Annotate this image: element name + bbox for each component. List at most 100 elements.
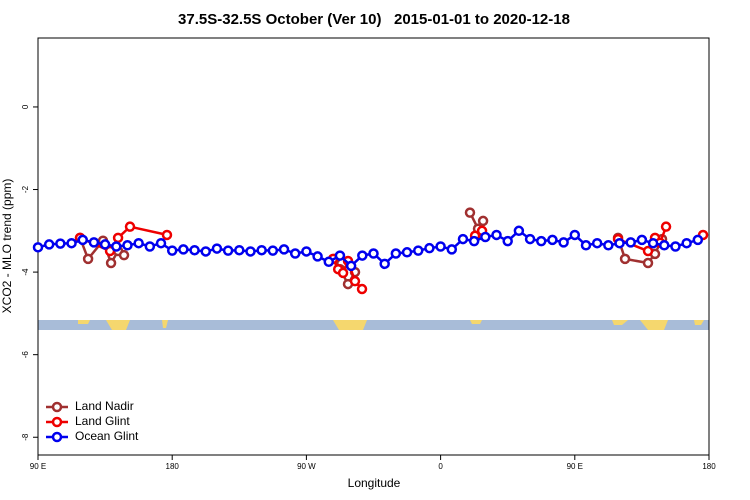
data-point <box>77 234 88 246</box>
data-point <box>636 234 648 246</box>
data-point <box>349 275 361 287</box>
data-point <box>659 240 670 251</box>
y-axis-label: XCO2 - MLO trend (ppm) <box>0 179 14 314</box>
data-point <box>211 243 223 254</box>
data-point <box>256 244 267 256</box>
data-point <box>642 245 654 257</box>
data-point <box>144 241 156 252</box>
y-tick-label: -6 <box>21 351 30 359</box>
data-point <box>424 242 435 254</box>
data-point <box>502 235 513 247</box>
data-point <box>435 241 446 252</box>
legend-marker <box>51 401 63 413</box>
data-point <box>118 249 130 261</box>
data-point <box>133 237 144 249</box>
x-tick-label: 90 E <box>30 462 46 471</box>
data-point <box>289 248 301 259</box>
land-strip <box>78 320 704 330</box>
chart-title: 37.5S-32.5S October (Ver 10) 2015-01-01 … <box>178 11 570 28</box>
data-point <box>513 225 525 237</box>
data-point <box>625 237 636 248</box>
data-point <box>390 248 402 259</box>
data-point <box>480 231 491 243</box>
y-tick-label: -2 <box>21 185 30 193</box>
data-point <box>32 242 44 253</box>
x-tick-label: 0 <box>438 462 443 471</box>
y-tick-label: 0 <box>21 104 30 109</box>
x-tick-label: 90 E <box>567 462 583 471</box>
map-strip <box>38 320 709 330</box>
data-point <box>43 239 55 250</box>
data-point <box>323 256 335 268</box>
y-tick-label: -4 <box>21 268 30 276</box>
x-tick-label: 180 <box>166 462 180 471</box>
data-point <box>112 232 124 244</box>
data-point <box>642 257 654 269</box>
data-point <box>161 229 173 241</box>
x-tick-label: 90 W <box>297 462 316 471</box>
data-point <box>412 245 424 256</box>
data-point <box>55 238 66 249</box>
data-point <box>245 246 256 257</box>
data-point <box>401 247 413 258</box>
data-point <box>591 237 603 249</box>
data-point <box>234 244 245 256</box>
data-point <box>99 239 111 250</box>
data-point <box>580 240 592 251</box>
data-point <box>111 241 122 252</box>
data-point <box>569 229 581 241</box>
series-line <box>37 229 699 268</box>
data-point <box>222 245 234 256</box>
data-point <box>464 207 476 218</box>
data-point <box>356 283 368 295</box>
data-point <box>547 234 558 246</box>
data-point <box>692 234 704 246</box>
data-point <box>166 245 178 256</box>
ocean-strip <box>38 320 709 330</box>
y-tick-label: -8 <box>21 433 30 441</box>
data-point <box>155 237 167 249</box>
data-point <box>558 237 569 248</box>
data-point <box>524 233 536 245</box>
data-point <box>345 260 357 272</box>
data-point <box>614 237 625 249</box>
data-point <box>278 244 290 255</box>
data-point <box>82 253 94 265</box>
legend-label: Land Nadir <box>75 399 134 413</box>
data-point <box>491 229 502 241</box>
data-point <box>66 237 77 249</box>
x-axis-label: Longitude <box>348 476 401 490</box>
data-point <box>368 248 379 259</box>
data-point <box>88 237 100 248</box>
data-point <box>446 244 458 255</box>
legend-label: Land Glint <box>75 414 130 428</box>
data-point <box>603 240 614 251</box>
data-point <box>178 244 189 255</box>
legend-label: Ocean Glint <box>75 429 139 443</box>
data-point <box>660 221 672 232</box>
data-point <box>536 235 547 247</box>
legend-marker <box>51 431 63 443</box>
data-point <box>619 253 631 265</box>
data-point <box>122 240 133 251</box>
data-point <box>670 241 681 252</box>
data-point <box>301 246 312 257</box>
data-point <box>379 258 390 270</box>
data-point <box>105 257 117 269</box>
data-point <box>357 250 368 261</box>
data-point <box>647 237 659 249</box>
plot-area: 90 E 180 90 W 0 90 E 180 0 -2 -4 -6 -8 <box>21 104 716 471</box>
data-point <box>200 246 211 257</box>
data-point <box>337 267 349 279</box>
data-point <box>457 233 469 245</box>
data-point <box>468 235 480 247</box>
data-point <box>189 244 200 256</box>
data-point <box>124 221 136 232</box>
legend-marker <box>51 416 63 428</box>
data-point <box>477 215 489 227</box>
x-tick-label: 180 <box>702 462 716 471</box>
data-point <box>334 250 346 261</box>
data-point <box>681 237 692 249</box>
